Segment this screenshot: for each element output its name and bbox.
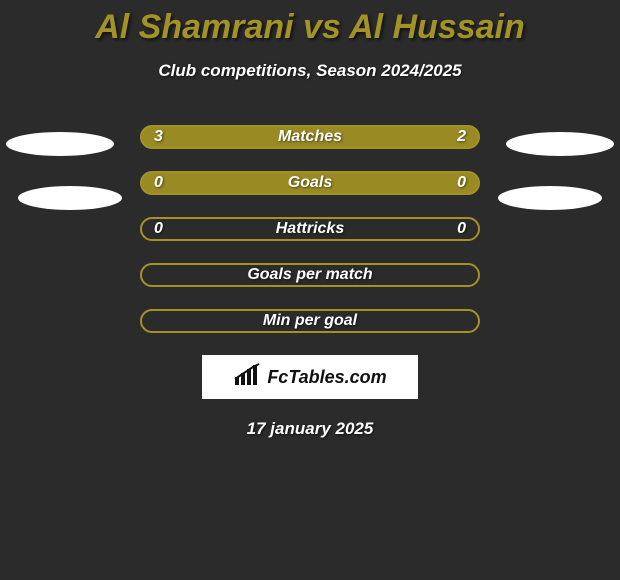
page-title: Al Shamrani vs Al Hussain [0, 8, 620, 47]
stat-label: Matches [278, 128, 342, 146]
stat-left-value: 0 [154, 174, 163, 192]
chart-icon [233, 363, 261, 392]
stat-row-hattricks: 0 Hattricks 0 [140, 217, 480, 241]
date-text: 17 january 2025 [0, 419, 620, 439]
stat-row-goals-per-match: Goals per match [140, 263, 480, 287]
stat-row-min-per-goal: Min per goal [140, 309, 480, 333]
stat-left-value: 3 [154, 128, 163, 146]
avatar-placeholder-right-1 [506, 132, 614, 156]
logo-text: FcTables.com [267, 367, 386, 388]
stat-right-value: 0 [457, 220, 466, 238]
stat-left-value: 0 [154, 220, 163, 238]
avatar-placeholder-right-2 [498, 186, 602, 210]
avatar-placeholder-left-1 [6, 132, 114, 156]
source-logo: FcTables.com [202, 355, 418, 399]
subtitle: Club competitions, Season 2024/2025 [0, 61, 620, 81]
stats-list: 3 Matches 2 0 Goals 0 0 Hattricks 0 Goal… [140, 125, 480, 333]
avatar-placeholder-left-2 [18, 186, 122, 210]
stat-right-value: 0 [457, 174, 466, 192]
stat-row-goals: 0 Goals 0 [140, 171, 480, 195]
stat-label: Goals per match [247, 266, 372, 284]
player-right-name: Al Hussain [349, 8, 525, 46]
stat-label: Hattricks [276, 220, 344, 238]
stat-label: Min per goal [263, 312, 357, 330]
stat-right-value: 2 [457, 128, 466, 146]
stat-row-matches: 3 Matches 2 [140, 125, 480, 149]
comparison-card: Al Shamrani vs Al Hussain Club competiti… [0, 8, 620, 439]
title-vs: vs [294, 8, 349, 46]
player-left-name: Al Shamrani [95, 8, 293, 46]
stat-label: Goals [288, 174, 332, 192]
